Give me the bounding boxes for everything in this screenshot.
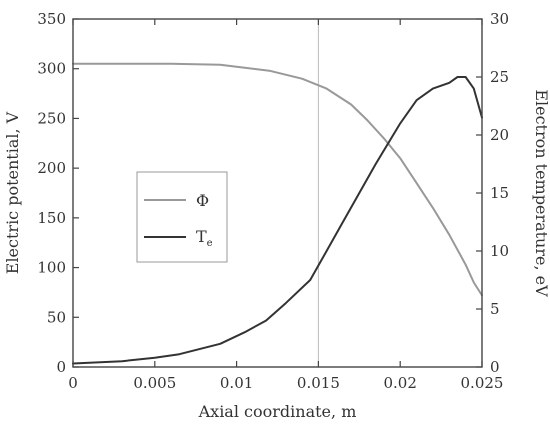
y-left-tick-label: 250 (37, 109, 66, 127)
y-right-tick-label: 20 (490, 126, 509, 144)
ticks-layer (72, 18, 483, 368)
y-right-tick-label: 5 (490, 300, 500, 318)
y-right-tick-label: 10 (490, 242, 509, 260)
x-tick-label: 0.02 (383, 374, 416, 392)
labels-layer: 0 0.005 0.01 0.015 0.02 0.0250501001502002503… (37, 10, 509, 392)
y-left-tick-label: 150 (37, 209, 66, 227)
y-left-tick-label: 300 (37, 60, 66, 78)
x-tick-label: 0.005 (133, 374, 176, 392)
legend: Φ Te (136, 171, 228, 263)
y-left-axis-title: Electric potential, V (3, 111, 22, 274)
x-axis-title: Axial coordinate, m (198, 402, 357, 421)
series-line-te (72, 76, 483, 365)
y-right-tick-label: 30 (490, 10, 509, 28)
y-right-tick-label: 0 (490, 358, 500, 376)
y-left-tick-label: 0 (56, 358, 66, 376)
y-left-tick-label: 350 (37, 10, 66, 28)
y-left-tick-label: 200 (37, 159, 66, 177)
plot-frame (72, 18, 483, 368)
y-right-tick-label: 25 (490, 68, 509, 86)
legend-label-te-subscript: e (207, 238, 213, 249)
legend-label-te: Te (196, 227, 213, 249)
legend-label-te-main: T (196, 227, 207, 246)
x-tick-label: 0 (68, 374, 78, 392)
y-right-axis-title: Electron temperature, eV (532, 89, 550, 297)
x-tick-label: 0.015 (297, 374, 340, 392)
legend-label-phi: Φ (196, 191, 209, 210)
y-left-tick-label: 100 (37, 259, 66, 277)
y-right-tick-label: 15 (490, 184, 509, 202)
series-layer (72, 62, 483, 365)
x-tick-label: 0.01 (220, 374, 253, 392)
x-tick-label: 0.025 (461, 374, 504, 392)
series-line-phi (72, 62, 483, 297)
y-left-tick-label: 50 (47, 308, 66, 326)
legend-box (136, 171, 228, 263)
